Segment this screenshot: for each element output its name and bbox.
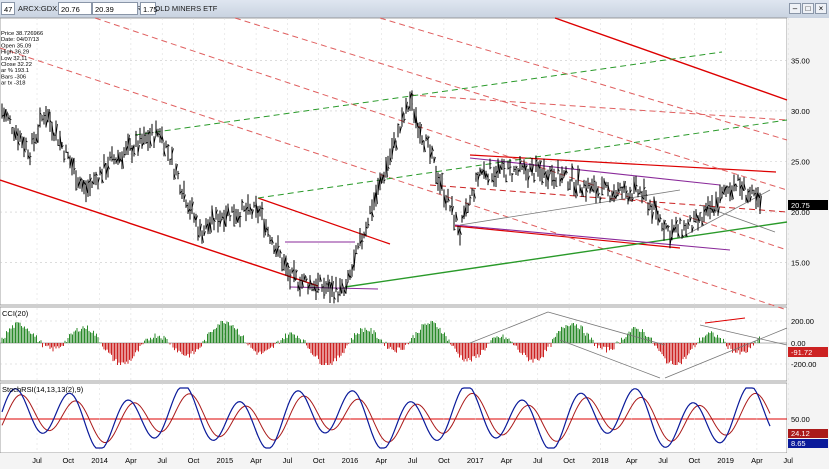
maximize-icon[interactable]: □: [802, 3, 814, 14]
trend-line-green-mid: [257, 119, 788, 199]
price-field-1[interactable]: 20.76: [58, 2, 92, 15]
time-axis-label: 2017: [467, 456, 484, 465]
time-axis-label: 2019: [717, 456, 734, 465]
title-bar: 47 ARCX:GDX.W — VANECK VECTORS GOLD MINE…: [0, 0, 829, 19]
axis-labels: 35.00 30.00 25.00 20.00 15.00 200.00 0.00 -200.…: [32, 56, 816, 465]
symbol-field[interactable]: 47: [1, 2, 15, 15]
time-axis-label: Oct: [313, 456, 326, 465]
trend-line-green-upper: [134, 51, 723, 136]
trend-line-gray-3: [459, 189, 681, 226]
stoch-rsi-lines: [1, 387, 771, 449]
time-axis-label: Jul: [408, 456, 418, 465]
price-tick-label: 25.00: [791, 158, 810, 167]
cci-tick-label: 0.00: [791, 339, 806, 348]
time-axis-label: Jul: [32, 456, 42, 465]
cci-tick-label: 200.00: [791, 317, 814, 326]
trend-line-red-mid: [257, 197, 391, 245]
info-line: Date: 04/07/13: [1, 37, 39, 43]
info-line: Bars -306: [1, 74, 26, 80]
time-axis-label: Apr: [250, 456, 262, 465]
cci-last-value: -91.72: [791, 348, 812, 357]
last-price-value: 20.75: [791, 201, 810, 210]
time-axis-label: Apr: [751, 456, 763, 465]
time-axis-label: Apr: [501, 456, 513, 465]
time-axis-label: Apr: [626, 456, 638, 465]
channel-dash-2: [94, 17, 788, 251]
time-axis-label: Apr: [125, 456, 137, 465]
right-axis-area: [787, 18, 829, 453]
info-line: ar % 193.1: [1, 68, 29, 74]
cci-label: CCI(20): [2, 309, 29, 318]
time-axis-label: Oct: [62, 456, 75, 465]
time-axis-label: 2018: [592, 456, 609, 465]
trend-line-green-support: [344, 221, 788, 288]
stoch-tick-label: 50.00: [791, 415, 810, 424]
cci-histogram: [1, 321, 760, 365]
time-axis-label: Apr: [375, 456, 387, 465]
time-axis-area: [0, 453, 829, 469]
channel-dash-3: [234, 17, 788, 191]
time-axis-label: Oct: [563, 456, 576, 465]
stoch-value-tag-1: [788, 429, 828, 438]
trend-line-purple-1: [469, 157, 721, 186]
price-tick-label: 35.00: [791, 56, 810, 65]
info-line: ar tx -318: [1, 81, 26, 87]
cci-value-tag: [788, 347, 828, 357]
time-axis-label: Jul: [783, 456, 793, 465]
minimize-icon[interactable]: –: [789, 3, 801, 14]
stoch-panel[interactable]: [0, 382, 788, 454]
channel-dash-1: [0, 47, 788, 311]
channel-dash-4: [379, 17, 788, 141]
price-tick-label: 30.00: [791, 107, 810, 116]
price-field-2[interactable]: 20.39: [92, 2, 138, 15]
info-line: High 36.29: [1, 50, 29, 56]
stoch-label: StochRSI(14,13,13(2),9): [2, 385, 84, 394]
stoch-last-value-2: 8.65: [791, 439, 806, 448]
price-tick-label: 15.00: [791, 259, 810, 268]
trend-line-red-lower: [0, 179, 319, 287]
close-icon[interactable]: ×: [815, 3, 827, 14]
info-line: Close 32.22: [1, 62, 32, 68]
last-price-tag: [788, 200, 828, 210]
stoch-value-tag-2: [788, 439, 828, 448]
cci-annotations: [469, 311, 788, 379]
cci-tick-label: -200.00: [791, 360, 816, 369]
trend-line-purple-2: [454, 224, 731, 251]
price-field-3[interactable]: 1.75: [140, 2, 158, 15]
time-axis-label: Oct: [438, 456, 451, 465]
time-axis-label: 2016: [342, 456, 359, 465]
stoch-signal-line: [1, 392, 771, 443]
info-line: Price 38.726966: [1, 31, 43, 37]
time-axis-label: 2015: [216, 456, 233, 465]
trend-line-purple-4: [289, 286, 379, 290]
info-line: Low 32.11: [1, 56, 27, 62]
time-axis-label: Jul: [658, 456, 668, 465]
time-axis-label: 2014: [91, 456, 108, 465]
time-axis-label: Jul: [283, 456, 293, 465]
trend-lines: [0, 17, 788, 311]
time-axis-label: Oct: [688, 456, 701, 465]
trend-line-red-top: [469, 154, 777, 173]
stoch-k-line: [1, 387, 771, 449]
time-axis-label: Jul: [533, 456, 543, 465]
trend-line-red-2017: [454, 225, 681, 249]
stoch-last-value-1: 24.12: [791, 429, 810, 438]
time-axis-label: Oct: [188, 456, 201, 465]
time-axis-label: Jul: [157, 456, 167, 465]
price-tick-label: 20.00: [791, 208, 810, 217]
price-bars: [1, 90, 762, 304]
info-line: Open 35.09: [1, 43, 31, 49]
channel-dash-5: [409, 94, 788, 121]
